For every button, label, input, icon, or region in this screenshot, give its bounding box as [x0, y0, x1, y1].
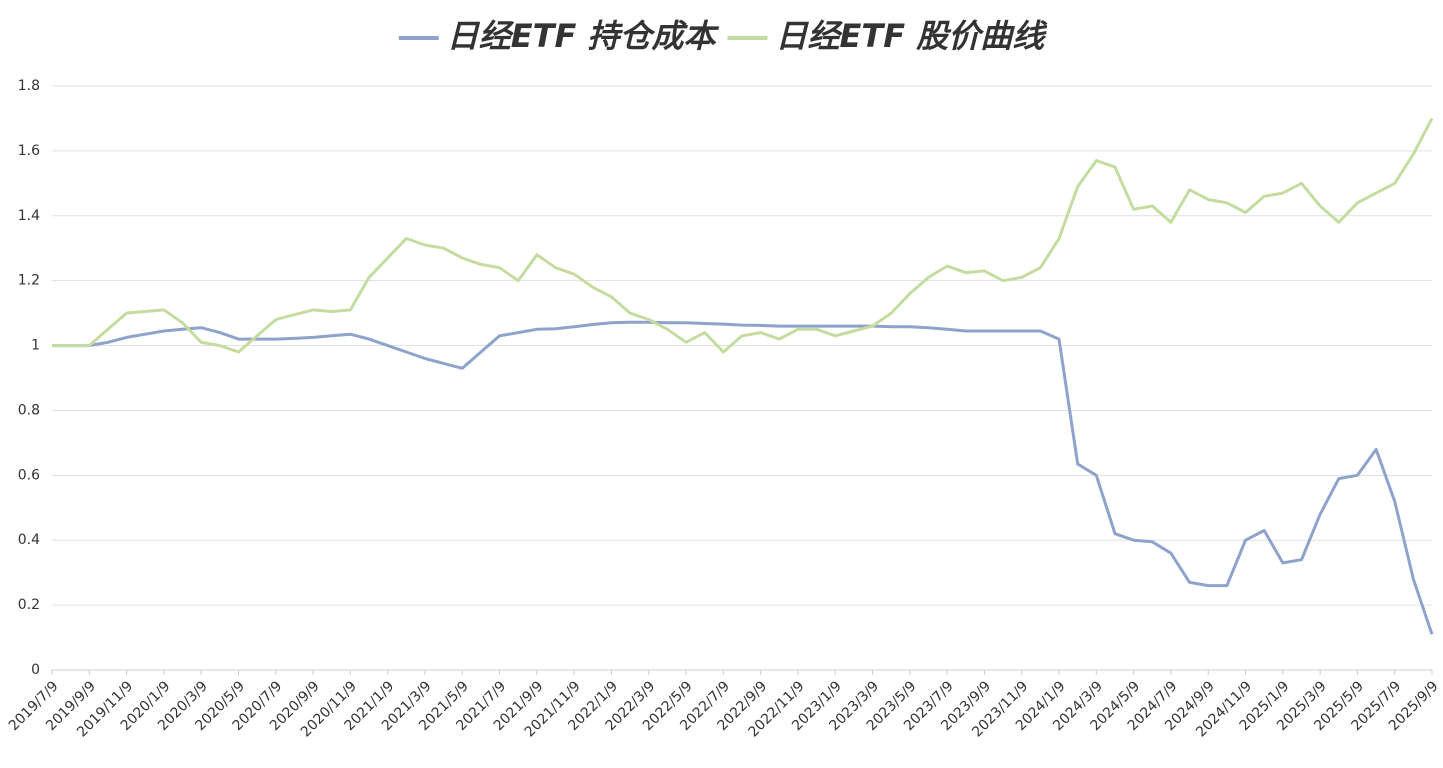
y-tick-label: 1.6 — [18, 143, 40, 159]
y-tick-label: 0.8 — [18, 402, 40, 418]
y-tick-label: 0 — [31, 662, 40, 678]
y-tick-label: 0.4 — [18, 532, 40, 548]
y-tick-label: 1.4 — [18, 208, 40, 224]
y-tick-label: 0.2 — [18, 597, 40, 613]
series-line — [52, 117, 1434, 354]
y-tick-label: 0.6 — [18, 467, 40, 483]
y-tick-label: 1.2 — [18, 273, 40, 289]
y-tick-label: 1 — [31, 338, 40, 354]
y-tick-label: 1.8 — [18, 78, 40, 94]
legend-text: 日经ETF 持仓成本 — [447, 17, 720, 55]
legend-text: 日经ETF 股价曲线 — [776, 17, 1049, 55]
series-line — [52, 320, 1434, 635]
